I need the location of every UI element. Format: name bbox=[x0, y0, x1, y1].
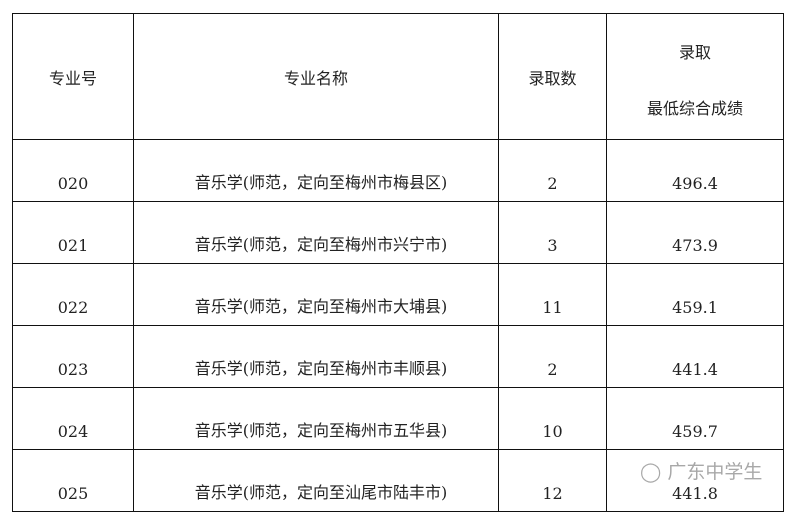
name-text: 音乐学(师范，定向至汕尾市陆丰市) bbox=[194, 483, 448, 502]
table-row: 022 音乐学(师范，定向至梅州市大埔县) 11 459.1 bbox=[12, 263, 784, 326]
cell-code: 023 bbox=[12, 325, 134, 388]
cell-count: 2 bbox=[498, 139, 607, 202]
code-text: 023 bbox=[57, 360, 89, 379]
cell-count: 11 bbox=[498, 263, 607, 326]
table-row: 024 音乐学(师范，定向至梅州市五华县) 10 459.7 bbox=[12, 387, 784, 450]
cell-score: 459.1 bbox=[606, 263, 784, 326]
cell-count: 12 bbox=[498, 449, 607, 512]
cell-count: 2 bbox=[498, 325, 607, 388]
cell-code: 020 bbox=[12, 139, 134, 202]
name-text: 音乐学(师范，定向至梅州市大埔县) bbox=[194, 297, 448, 316]
watermark: ◯ 广东中学生 bbox=[640, 461, 762, 483]
cell-code: 024 bbox=[12, 387, 134, 450]
header-score: 录取 最低综合成绩 bbox=[606, 13, 784, 140]
cell-name: 音乐学(师范，定向至梅州市丰顺县) bbox=[133, 325, 499, 388]
cell-name: 音乐学(师范，定向至梅州市兴宁市) bbox=[133, 201, 499, 264]
count-text: 11 bbox=[542, 298, 563, 317]
watermark-text: 广东中学生 bbox=[667, 461, 763, 483]
score-text: 496.4 bbox=[672, 174, 718, 193]
score-text: 473.9 bbox=[672, 236, 718, 255]
cell-count: 10 bbox=[498, 387, 607, 450]
header-row: 专业号 专业名称 录取数 录取最低综合成绩 bbox=[12, 13, 784, 140]
count-text: 10 bbox=[542, 422, 563, 441]
score-text: 459.1 bbox=[672, 298, 718, 317]
score-text: 441.4 bbox=[672, 360, 718, 379]
cell-score: 473.9 bbox=[606, 201, 784, 264]
cell-code: 021 bbox=[12, 201, 134, 264]
cell-score: 459.7 bbox=[606, 387, 784, 450]
wechat-icon: ◯ bbox=[640, 461, 662, 483]
score-text: 459.7 bbox=[672, 422, 718, 441]
cell-name: 音乐学(师范，定向至梅州市五华县) bbox=[133, 387, 499, 450]
count-text: 2 bbox=[547, 360, 558, 379]
table-row: 023 音乐学(师范，定向至梅州市丰顺县) 2 441.4 bbox=[12, 325, 784, 388]
header-count: 录取数 bbox=[498, 13, 607, 140]
admission-table: 专业号 专业名称 录取数 录取最低综合成绩 020 音乐学(师范，定向至梅州市梅县… bbox=[12, 13, 784, 512]
code-text: 024 bbox=[57, 422, 89, 441]
cell-code: 025 bbox=[12, 449, 134, 512]
cell-score: 441.4 bbox=[606, 325, 784, 388]
code-text: 025 bbox=[57, 484, 89, 503]
cell-score: 496.4 bbox=[606, 139, 784, 202]
table-row: 021 音乐学(师范，定向至梅州市兴宁市) 3 473.9 bbox=[12, 201, 784, 264]
code-text: 022 bbox=[57, 298, 89, 317]
name-text: 音乐学(师范，定向至梅州市兴宁市) bbox=[194, 235, 448, 254]
code-text: 021 bbox=[57, 236, 89, 255]
header-name: 专业名称 bbox=[133, 13, 499, 140]
code-text: 020 bbox=[57, 174, 89, 193]
name-text: 音乐学(师范，定向至梅州市丰顺县) bbox=[194, 359, 448, 378]
name-text: 音乐学(师范，定向至梅州市五华县) bbox=[194, 421, 448, 440]
count-text: 12 bbox=[542, 484, 563, 503]
cell-score: 441.8 bbox=[606, 449, 784, 512]
score-text: 441.8 bbox=[672, 484, 718, 503]
count-text: 2 bbox=[547, 174, 558, 193]
cell-name: 音乐学(师范，定向至汕尾市陆丰市) bbox=[133, 449, 499, 512]
header-code: 专业号 bbox=[12, 13, 134, 140]
cell-code: 022 bbox=[12, 263, 134, 326]
name-text: 音乐学(师范，定向至梅州市梅县区) bbox=[194, 173, 448, 192]
header-score-line1: 录取 bbox=[678, 42, 711, 62]
table-row: 025 音乐学(师范，定向至汕尾市陆丰市) 12 441.8 bbox=[12, 449, 784, 512]
table-row: 020 音乐学(师范，定向至梅州市梅县区) 2 496.4 bbox=[12, 139, 784, 202]
cell-count: 3 bbox=[498, 201, 607, 264]
count-text: 3 bbox=[547, 236, 558, 255]
header-score-line2: 最低综合成绩 bbox=[646, 98, 743, 118]
cell-name: 音乐学(师范，定向至梅州市梅县区) bbox=[133, 139, 499, 202]
cell-name: 音乐学(师范，定向至梅州市大埔县) bbox=[133, 263, 499, 326]
